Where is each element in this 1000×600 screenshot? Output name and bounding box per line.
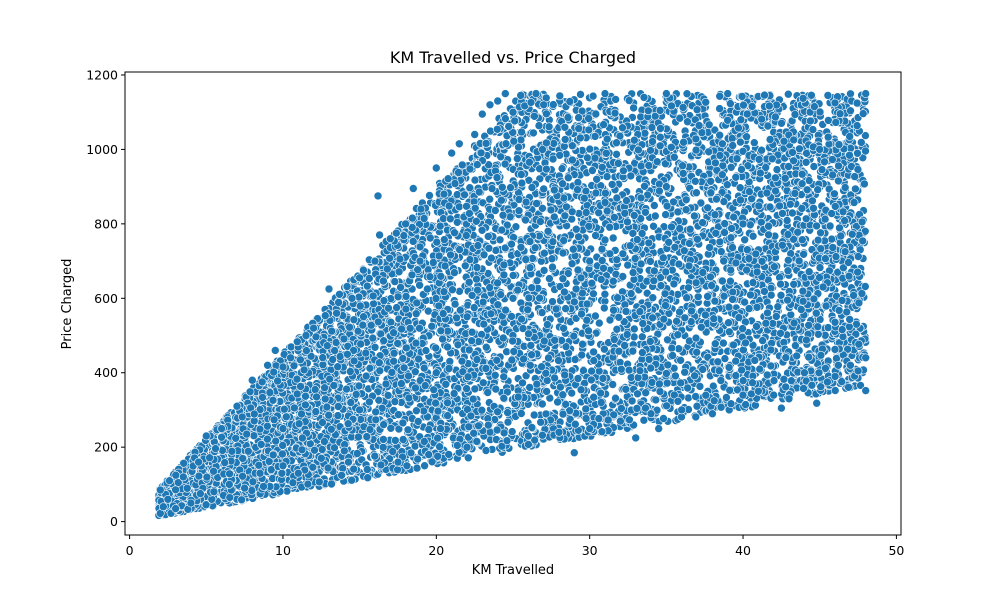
data-point [594, 318, 604, 328]
data-point [465, 183, 475, 192]
data-point [684, 393, 693, 403]
data-point [370, 342, 380, 352]
data-point [576, 90, 585, 99]
data-point [675, 224, 685, 233]
data-point [581, 414, 591, 423]
data-point [642, 288, 652, 298]
data-point [639, 415, 649, 425]
data-point [502, 347, 511, 357]
data-point [529, 410, 539, 420]
data-point [427, 321, 437, 331]
data-point [487, 253, 496, 263]
data-point [624, 96, 634, 105]
data-point [555, 91, 565, 101]
data-point [534, 121, 544, 130]
data-point [588, 91, 598, 101]
data-point [649, 201, 659, 210]
data-point [726, 163, 736, 172]
data-point [823, 91, 833, 100]
data-point [827, 234, 837, 244]
data-point [529, 128, 538, 138]
data-point [612, 150, 621, 159]
data-point [846, 89, 855, 99]
data-point [715, 104, 724, 113]
data-point [609, 305, 618, 315]
data-point [783, 89, 793, 99]
data-point [554, 356, 563, 365]
data-point [478, 378, 488, 388]
data-point [618, 249, 628, 259]
data-point [318, 360, 328, 370]
data-point [691, 412, 701, 422]
data-point [455, 286, 464, 296]
points-layer [154, 89, 871, 520]
data-point [637, 332, 647, 342]
data-point [629, 324, 639, 334]
data-point [452, 190, 462, 199]
data-point [740, 235, 750, 245]
data-point [470, 175, 480, 185]
